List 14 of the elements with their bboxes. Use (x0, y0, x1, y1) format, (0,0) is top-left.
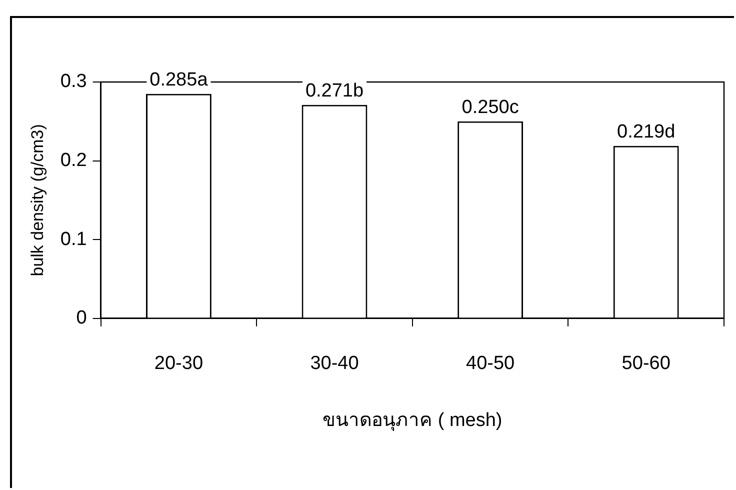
data-label: 0.271b (305, 80, 364, 102)
x-tick-label: 20-30 (154, 353, 204, 374)
y-tick-label: 0.3 (60, 71, 87, 92)
x-axis-title: ขนาดอนุภาค ( mesh) (322, 410, 502, 432)
x-tick-label: 30-40 (310, 353, 359, 374)
y-tick-label: 0.2 (60, 150, 87, 172)
data-label: 0.250c (462, 97, 519, 118)
data-label: 0.285a (150, 70, 208, 91)
data-label: 0.219d (617, 122, 676, 143)
y-tick-label: 0 (76, 308, 87, 329)
x-tick-label: 50-60 (622, 353, 670, 374)
x-tick-label: 40-50 (466, 353, 515, 374)
y-axis-title: bulk density (g/cm3) (28, 124, 47, 276)
y-tick-label: 0.1 (60, 228, 87, 250)
